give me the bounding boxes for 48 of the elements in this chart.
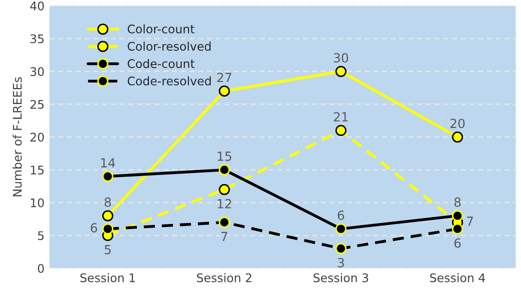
data-label: 6 (338, 210, 344, 220)
legend-label: Color-count (128, 24, 194, 34)
x-tick-label: Session 4 (430, 273, 485, 282)
point (335, 243, 346, 254)
point (452, 223, 464, 234)
y-tick-label: 10 (30, 198, 44, 208)
legend-label: Code-count (128, 58, 195, 68)
point (102, 170, 114, 182)
x-tick-label: Session 3 (314, 273, 368, 282)
data-label: 6 (90, 223, 98, 233)
point (218, 184, 230, 196)
data-label: 30 (334, 53, 348, 63)
data-label: 6 (454, 238, 461, 248)
y-tick-label: 5 (38, 231, 44, 240)
point (335, 223, 346, 234)
data-label: 15 (218, 152, 232, 161)
point (335, 124, 346, 136)
y-tick-label: 0 (38, 264, 44, 273)
data-label: 14 (101, 158, 116, 168)
point (218, 86, 230, 97)
data-label: 8 (454, 197, 461, 207)
data-label: 7 (467, 216, 473, 226)
data-label: 8 (104, 197, 111, 207)
y-tick-label: 25 (30, 100, 44, 109)
data-label: 7 (221, 232, 228, 242)
point (218, 164, 230, 176)
point (102, 223, 114, 234)
legend-label: Code-resolved (128, 76, 211, 86)
y-axis-title: Number of F-LREEEs (12, 77, 22, 196)
data-label: 12 (218, 198, 232, 208)
data-label: 27 (217, 72, 232, 82)
x-tick-label: Session 2 (196, 273, 252, 282)
y-tick-label: 35 (30, 34, 44, 44)
point (218, 216, 230, 228)
data-label: 5 (104, 245, 111, 254)
x-tick-label: Session 1 (80, 273, 135, 282)
data-label: 3 (338, 258, 344, 268)
point (102, 210, 114, 222)
data-label: 20 (450, 118, 465, 128)
point (452, 131, 464, 143)
point (335, 66, 346, 77)
y-tick-label: 15 (30, 166, 44, 174)
data-label: 21 (334, 112, 348, 122)
point (452, 210, 464, 222)
y-tick-label: 40 (30, 2, 44, 10)
y-tick-label: 20 (30, 132, 44, 142)
y-tick-label: 30 (30, 67, 44, 76)
legend-label: Color-resolved (128, 42, 211, 51)
